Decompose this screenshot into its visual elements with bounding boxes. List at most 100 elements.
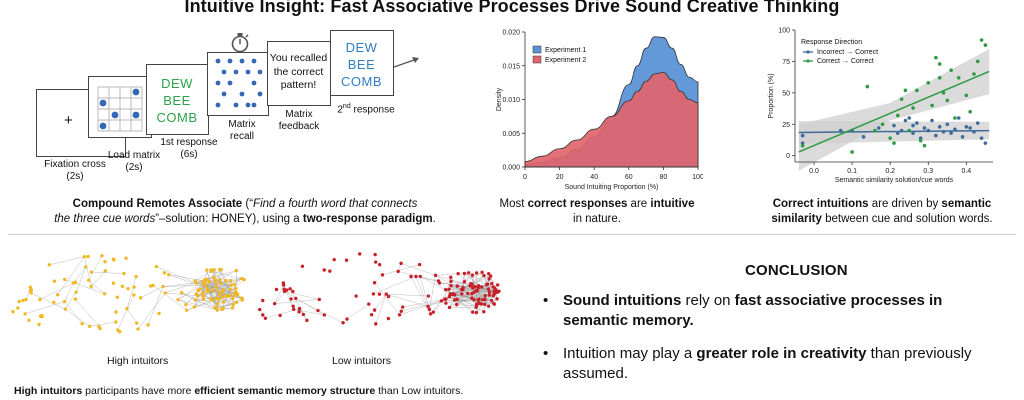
data-point-correct bbox=[865, 84, 870, 89]
network-node bbox=[151, 283, 155, 288]
cue-word-2: BEE bbox=[163, 93, 191, 108]
network-edge bbox=[457, 273, 471, 284]
network-node bbox=[205, 268, 209, 272]
network-node bbox=[386, 316, 391, 321]
legend-label-2: Experiment 2 bbox=[545, 57, 586, 64]
network-node bbox=[74, 290, 78, 294]
network-node bbox=[202, 278, 207, 282]
network-node bbox=[120, 284, 125, 289]
network-node bbox=[202, 283, 207, 287]
network-node bbox=[396, 269, 400, 274]
network-edge bbox=[162, 284, 205, 287]
y-tick-label: 50 bbox=[782, 90, 790, 97]
network-node bbox=[328, 269, 332, 273]
network-node bbox=[157, 311, 161, 316]
data-point-correct bbox=[968, 109, 972, 114]
network-edge bbox=[399, 300, 442, 316]
network-node bbox=[111, 281, 116, 285]
network-edge bbox=[374, 293, 387, 311]
time-arrow-icon bbox=[393, 57, 419, 68]
network-node bbox=[263, 316, 268, 320]
network-node bbox=[486, 271, 491, 276]
section-divider bbox=[8, 234, 1016, 235]
network-node bbox=[374, 322, 378, 326]
network-edge bbox=[88, 255, 103, 281]
network-node bbox=[134, 274, 138, 279]
low-intuitors-network bbox=[258, 252, 501, 326]
network-edge bbox=[64, 301, 83, 324]
confidence-band-incorrect bbox=[798, 121, 990, 144]
network-caption: High intuitors participants have more ef… bbox=[14, 385, 464, 397]
network-edge bbox=[64, 282, 74, 302]
network-node bbox=[455, 297, 459, 302]
legend-label-1: Incorrect → Correct bbox=[817, 49, 878, 56]
data-point-incorrect bbox=[911, 131, 915, 135]
network-node bbox=[234, 286, 238, 291]
network-edge bbox=[386, 293, 429, 307]
network-node bbox=[73, 297, 78, 301]
bullet-icon: • bbox=[543, 292, 549, 309]
network-node bbox=[305, 318, 309, 323]
network-node bbox=[86, 254, 90, 259]
network-node bbox=[62, 277, 67, 282]
network-node bbox=[122, 271, 126, 276]
data-point-incorrect bbox=[934, 133, 938, 138]
y-tick-label: 0.020 bbox=[502, 30, 520, 37]
network-edge bbox=[65, 292, 77, 310]
network-node bbox=[192, 305, 197, 309]
data-point-correct bbox=[888, 136, 892, 140]
network-node bbox=[214, 281, 218, 285]
network-edge bbox=[223, 278, 243, 290]
x-tick-label: 0.2 bbox=[885, 168, 895, 175]
network-edge bbox=[450, 277, 463, 291]
network-node bbox=[449, 279, 453, 284]
network-node bbox=[176, 297, 180, 302]
data-point-incorrect bbox=[968, 126, 972, 130]
network-node bbox=[234, 300, 239, 305]
data-point-incorrect bbox=[983, 141, 988, 145]
data-point-correct bbox=[850, 150, 854, 154]
network-edge bbox=[181, 292, 196, 301]
network-node bbox=[235, 292, 240, 297]
network-node bbox=[211, 298, 215, 302]
network-node bbox=[24, 297, 28, 302]
network-node bbox=[301, 312, 306, 317]
network-node bbox=[82, 254, 87, 259]
network-node bbox=[194, 292, 198, 296]
network-node bbox=[23, 312, 27, 316]
network-node bbox=[221, 300, 226, 304]
network-node bbox=[40, 313, 44, 318]
data-point-correct bbox=[922, 143, 927, 148]
data-point-incorrect bbox=[800, 141, 805, 145]
network-node bbox=[462, 271, 467, 276]
network-node bbox=[496, 283, 500, 287]
network-node bbox=[84, 265, 88, 269]
network-node bbox=[232, 282, 237, 287]
network-node bbox=[289, 297, 293, 301]
feedback-line-1: You recalled bbox=[269, 52, 328, 64]
network-node bbox=[474, 271, 479, 275]
data-point-correct bbox=[934, 55, 938, 60]
network-node bbox=[55, 293, 60, 297]
network-node bbox=[470, 296, 474, 300]
scatter-chart: 0.0 0.1 0.2 0.3 0.4 0 25 50 75 100 Semantic simila… bbox=[768, 28, 993, 184]
network-node bbox=[231, 296, 235, 301]
network-edge bbox=[177, 299, 218, 311]
network-node bbox=[102, 292, 107, 296]
page-title: Intuitive Insight: Fast Associative Proc… bbox=[184, 0, 840, 16]
network-edge bbox=[420, 276, 430, 310]
data-point-incorrect bbox=[975, 121, 980, 125]
density-area-2 bbox=[524, 72, 699, 168]
second-response-panel: DEW BEE COMB bbox=[330, 30, 394, 96]
network-edge bbox=[210, 269, 236, 296]
data-point-correct bbox=[903, 88, 908, 93]
network-node bbox=[492, 302, 496, 306]
network-node bbox=[480, 285, 484, 289]
y-tick-label: 75 bbox=[782, 59, 790, 66]
data-point-correct bbox=[899, 97, 904, 101]
network-edge bbox=[73, 266, 86, 284]
network-node bbox=[179, 290, 184, 295]
network-edge bbox=[147, 286, 164, 326]
network-node bbox=[291, 289, 295, 294]
network-node bbox=[291, 307, 296, 312]
